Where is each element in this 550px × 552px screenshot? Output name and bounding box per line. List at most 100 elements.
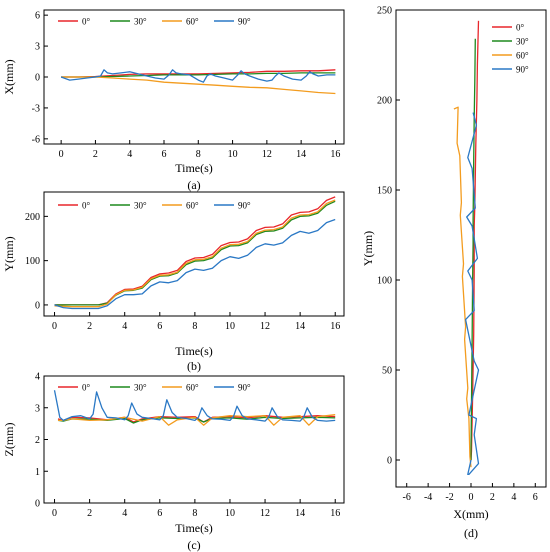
legend-item: 60° bbox=[162, 17, 199, 27]
x-tick-label: 8 bbox=[196, 149, 201, 160]
legend-label: 90° bbox=[238, 383, 251, 393]
series-line-90deg bbox=[60, 69, 336, 83]
x-axis: -6 -4 -2 0 2 4 6 bbox=[403, 483, 538, 503]
x-tick-label: 8 bbox=[192, 508, 197, 519]
series-line-0deg bbox=[61, 69, 336, 78]
y-tick-label: 200 bbox=[377, 96, 392, 107]
legend-item: 60° bbox=[162, 383, 199, 393]
panel-caption: (d) bbox=[464, 526, 478, 540]
y-tick-label: 200 bbox=[25, 212, 40, 223]
y-tick-label: 2 bbox=[35, 435, 40, 446]
x-tick-label: -6 bbox=[403, 492, 411, 503]
x-tick-label: 4 bbox=[122, 508, 127, 519]
legend: 0° 30° 60° 90° bbox=[58, 383, 251, 393]
y-tick-label: -6 bbox=[32, 134, 40, 145]
x-tick-label: 12 bbox=[260, 508, 270, 519]
x-axis-label: Time(s) bbox=[175, 344, 213, 358]
x-tick-label: 2 bbox=[93, 149, 98, 160]
y-axis: 0 1 2 3 4 bbox=[35, 372, 48, 510]
x-tick-label: 14 bbox=[296, 149, 306, 160]
y-tick-label: 150 bbox=[377, 186, 392, 197]
legend-item: 60° bbox=[492, 51, 529, 61]
x-axis-label: X(mm) bbox=[453, 507, 488, 521]
legend-label: 30° bbox=[134, 383, 147, 393]
y-tick-label: 6 bbox=[35, 11, 40, 22]
x-axis: 0 2 4 6 8 10 12 14 16 bbox=[52, 312, 340, 332]
x-tick-label: 6 bbox=[157, 508, 162, 519]
x-tick-label: 2 bbox=[87, 321, 92, 332]
legend-item: 0° bbox=[492, 23, 525, 33]
x-tick-label: 12 bbox=[260, 321, 270, 332]
x-tick-label: 10 bbox=[228, 149, 238, 160]
y-axis-label: Z(mm) bbox=[2, 423, 16, 457]
panel-caption: (c) bbox=[187, 538, 200, 552]
panel-d: -6 -4 -2 0 2 4 6 0 50 100 150 200 250 X(mm) Y(mm) (d) 0°… bbox=[361, 6, 547, 540]
legend-item: 60° bbox=[162, 201, 199, 211]
legend-item: 0° bbox=[58, 17, 91, 27]
series-line-0deg bbox=[57, 415, 336, 423]
legend-label: 90° bbox=[238, 17, 251, 27]
legend-item: 30° bbox=[110, 383, 147, 393]
x-tick-label: 0 bbox=[52, 508, 57, 519]
y-tick-label: 1 bbox=[35, 467, 40, 478]
legend: 0° 30° 60° 90° bbox=[58, 17, 251, 27]
series-line-90deg bbox=[53, 390, 336, 422]
x-tick-label: 6 bbox=[162, 149, 167, 160]
x-tick-label: 0 bbox=[52, 321, 57, 332]
series-line-90deg bbox=[54, 218, 336, 310]
legend-label: 90° bbox=[238, 201, 251, 211]
x-tick-label: 4 bbox=[511, 492, 516, 503]
series-group bbox=[53, 390, 336, 426]
legend-item: 30° bbox=[110, 201, 147, 211]
series-line-90deg bbox=[464, 112, 480, 476]
x-axis: 0 2 4 6 8 10 12 14 16 bbox=[59, 140, 340, 160]
y-tick-label: 3 bbox=[35, 42, 40, 53]
y-axis: 0 50 100 150 200 250 bbox=[377, 6, 400, 467]
legend-label: 0° bbox=[82, 383, 91, 393]
y-tick-label: -3 bbox=[32, 103, 40, 114]
x-tick-label: 2 bbox=[490, 492, 495, 503]
y-tick-label: 3 bbox=[35, 403, 40, 414]
legend-label: 0° bbox=[516, 23, 525, 33]
y-tick-label: 250 bbox=[377, 6, 392, 17]
series-group bbox=[60, 69, 336, 95]
series-line-60deg bbox=[58, 414, 336, 426]
x-tick-label: 6 bbox=[157, 321, 162, 332]
y-tick-label: 4 bbox=[35, 372, 40, 383]
y-axis-label: X(mm) bbox=[2, 59, 16, 94]
legend-label: 60° bbox=[516, 51, 529, 61]
x-tick-label: -2 bbox=[445, 492, 453, 503]
x-tick-label: 2 bbox=[87, 508, 92, 519]
x-tick-label: 16 bbox=[330, 149, 340, 160]
x-tick-label: 10 bbox=[225, 508, 235, 519]
x-tick-label: 16 bbox=[330, 321, 340, 332]
legend-item: 90° bbox=[214, 17, 251, 27]
x-tick-label: 0 bbox=[469, 492, 474, 503]
x-tick-label: 6 bbox=[533, 492, 538, 503]
y-tick-label: 0 bbox=[387, 456, 392, 467]
panel-a: 0 2 4 6 8 10 12 14 16 -6 -3 0 3 6 Time(s) X(mm) (a) 0° 30°… bbox=[2, 9, 345, 192]
y-tick-label: 100 bbox=[25, 256, 40, 267]
panel-caption: (a) bbox=[187, 178, 200, 192]
x-tick-label: 14 bbox=[295, 508, 305, 519]
series-line-60deg bbox=[453, 106, 472, 468]
x-tick-label: 12 bbox=[262, 149, 272, 160]
y-tick-label: 50 bbox=[382, 366, 392, 377]
series-line-30deg bbox=[470, 38, 476, 460]
x-axis-label: Time(s) bbox=[175, 161, 213, 175]
x-tick-label: 16 bbox=[330, 508, 340, 519]
y-axis-label: Y(mm) bbox=[361, 231, 375, 266]
series-line-60deg bbox=[54, 199, 336, 308]
legend-item: 0° bbox=[58, 201, 91, 211]
y-axis: 0 100 200 bbox=[25, 212, 48, 311]
legend-label: 0° bbox=[82, 17, 91, 27]
panel-caption: (b) bbox=[187, 359, 201, 373]
x-tick-label: 10 bbox=[225, 321, 235, 332]
x-axis-label: Time(s) bbox=[175, 521, 213, 535]
y-tick-label: 0 bbox=[35, 73, 40, 84]
plot-frame bbox=[43, 191, 345, 317]
x-tick-label: 14 bbox=[295, 321, 305, 332]
series-line-30deg bbox=[61, 72, 336, 78]
